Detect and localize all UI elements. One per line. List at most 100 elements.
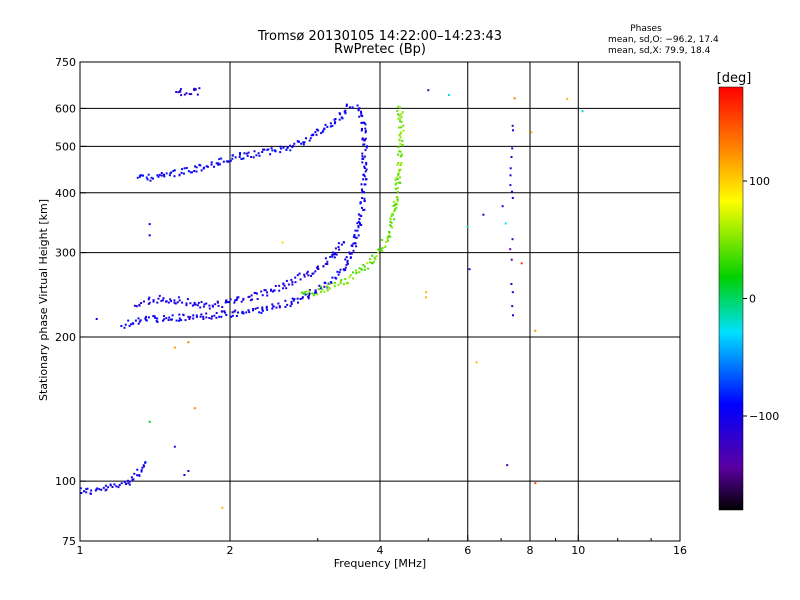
- trace-point: [225, 160, 228, 163]
- trace-point: [296, 297, 299, 300]
- trace-point: [326, 263, 329, 265]
- trace-point: [321, 130, 324, 133]
- trace-point: [359, 214, 362, 217]
- trace-point: [297, 140, 300, 143]
- trace-point: [80, 487, 82, 490]
- trace-point: [111, 486, 114, 488]
- chart-subtitle: RwPretec (Bp): [334, 42, 426, 57]
- y-tick-label: 75: [62, 535, 76, 548]
- trace-point: [278, 284, 281, 287]
- trace-point: [272, 305, 275, 308]
- trace-point: [337, 283, 340, 286]
- trace-point: [398, 134, 401, 137]
- trace-point: [165, 317, 168, 320]
- trace-point: [290, 278, 293, 281]
- trace-point: [355, 236, 358, 239]
- trace-point: [214, 303, 217, 306]
- trace-point: [316, 267, 319, 270]
- trace-point: [107, 486, 110, 489]
- trace-point: [304, 293, 307, 296]
- trace-point: [278, 306, 281, 309]
- trace-point: [120, 482, 123, 485]
- trace-point: [215, 316, 218, 319]
- trace-point: [278, 305, 281, 308]
- trace-point: [291, 283, 294, 286]
- trace-point: [334, 247, 337, 250]
- trace-point: [352, 249, 355, 252]
- scatter-point: [509, 248, 512, 251]
- trace-point: [194, 88, 197, 91]
- trace-point: [381, 249, 384, 252]
- trace-point: [123, 480, 126, 483]
- trace-point: [193, 301, 196, 304]
- trace-point: [286, 303, 289, 306]
- trace-point: [255, 154, 258, 157]
- cluster-point: [510, 156, 513, 158]
- trace-point: [257, 152, 260, 155]
- trace-point: [401, 153, 403, 156]
- trace-point: [357, 226, 360, 229]
- trace-point: [323, 285, 326, 288]
- trace-point: [130, 323, 133, 326]
- scatter-point: [530, 131, 533, 134]
- trace-point: [162, 297, 165, 300]
- trace-point: [161, 299, 164, 302]
- trace-point: [303, 291, 306, 294]
- trace-point: [399, 168, 402, 171]
- trace-point: [340, 278, 343, 281]
- trace-point: [252, 309, 254, 312]
- trace-point: [310, 275, 313, 277]
- trace-point: [338, 248, 341, 251]
- trace-point: [256, 306, 259, 309]
- trace-point: [401, 140, 404, 142]
- trace-point: [324, 282, 327, 285]
- trace-point: [193, 303, 196, 306]
- phases-o-stats: mean, sd,O: −96.2, 17.4: [608, 35, 719, 45]
- trace-point: [339, 282, 342, 285]
- trace-point: [217, 301, 219, 304]
- trace-point: [163, 315, 165, 318]
- trace-point: [196, 304, 199, 307]
- trace-point: [308, 294, 310, 297]
- trace-point: [195, 170, 198, 173]
- trace-point: [298, 272, 301, 275]
- trace-point: [365, 161, 368, 164]
- trace-point: [96, 487, 99, 490]
- trace-point: [180, 94, 183, 97]
- trace-point: [400, 116, 403, 119]
- trace-point: [160, 299, 163, 302]
- trace-point: [345, 103, 348, 106]
- trace-point: [270, 147, 273, 150]
- trace-point: [236, 296, 239, 299]
- colorbar-tick-label: 0: [749, 293, 756, 306]
- trace-point: [360, 129, 363, 132]
- trace-point: [187, 170, 190, 173]
- trace-point: [335, 277, 338, 280]
- trace-point: [385, 240, 388, 243]
- trace-point: [355, 269, 357, 272]
- trace-point: [344, 268, 347, 271]
- trace-point: [334, 253, 337, 255]
- trace-point: [147, 298, 150, 301]
- trace-point: [153, 315, 156, 318]
- trace-point: [390, 221, 393, 224]
- trace-point: [202, 305, 205, 308]
- trace-point: [146, 178, 149, 181]
- trace-point: [344, 112, 347, 114]
- trace-point: [362, 264, 365, 267]
- trace-point: [345, 104, 348, 107]
- trace-point: [265, 306, 268, 309]
- trace-point: [354, 242, 356, 245]
- trace-point: [225, 299, 228, 302]
- trace-point: [305, 137, 307, 140]
- cluster-point: [512, 129, 514, 132]
- trace-point: [137, 317, 140, 320]
- trace-point: [368, 258, 371, 261]
- trace-point: [188, 318, 191, 320]
- trace-point: [395, 196, 398, 199]
- trace-point: [357, 108, 360, 111]
- trace-point: [399, 120, 402, 123]
- trace-point: [345, 256, 348, 259]
- trace-point: [190, 93, 193, 96]
